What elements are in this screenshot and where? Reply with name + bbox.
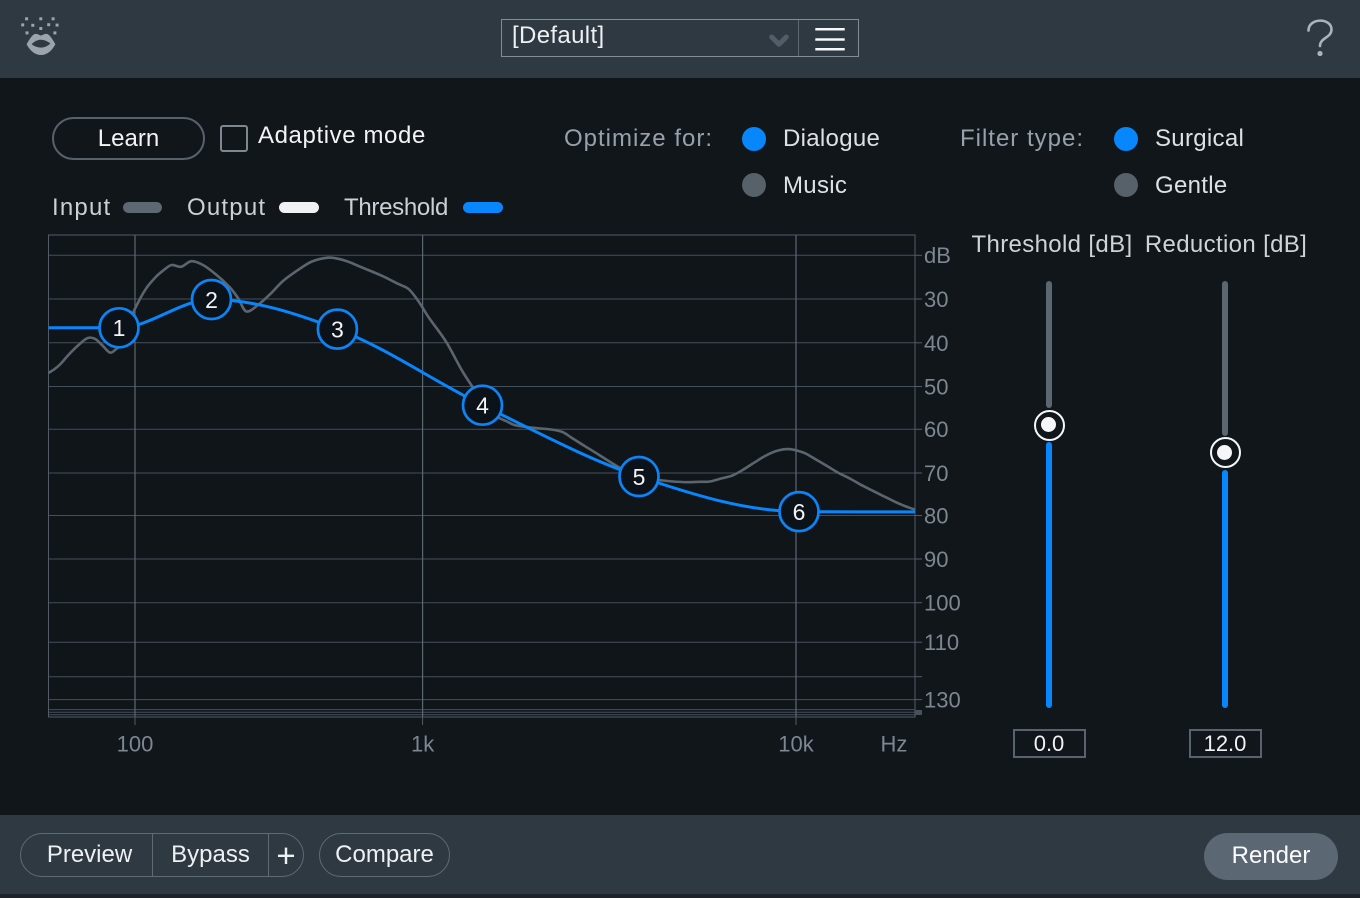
svg-text:130: 130 [924, 688, 961, 713]
svg-text:100: 100 [117, 732, 154, 757]
svg-text:10k: 10k [778, 732, 814, 757]
svg-text:Hz: Hz [881, 732, 908, 757]
svg-text:3: 3 [331, 316, 344, 342]
svg-text:1: 1 [113, 315, 126, 341]
svg-text:1k: 1k [411, 732, 435, 757]
svg-text:2: 2 [205, 287, 218, 313]
svg-text:80: 80 [924, 504, 948, 529]
svg-text:110: 110 [924, 630, 959, 655]
svg-text:4: 4 [476, 393, 489, 419]
svg-text:dB: dB [924, 243, 951, 268]
svg-text:50: 50 [924, 375, 948, 400]
svg-text:100: 100 [924, 591, 961, 616]
svg-text:70: 70 [924, 461, 948, 486]
svg-text:6: 6 [793, 499, 806, 525]
svg-text:40: 40 [924, 331, 948, 356]
svg-text:5: 5 [633, 464, 646, 490]
svg-text:30: 30 [924, 287, 948, 312]
svg-text:90: 90 [924, 547, 948, 572]
svg-text:60: 60 [924, 417, 948, 442]
